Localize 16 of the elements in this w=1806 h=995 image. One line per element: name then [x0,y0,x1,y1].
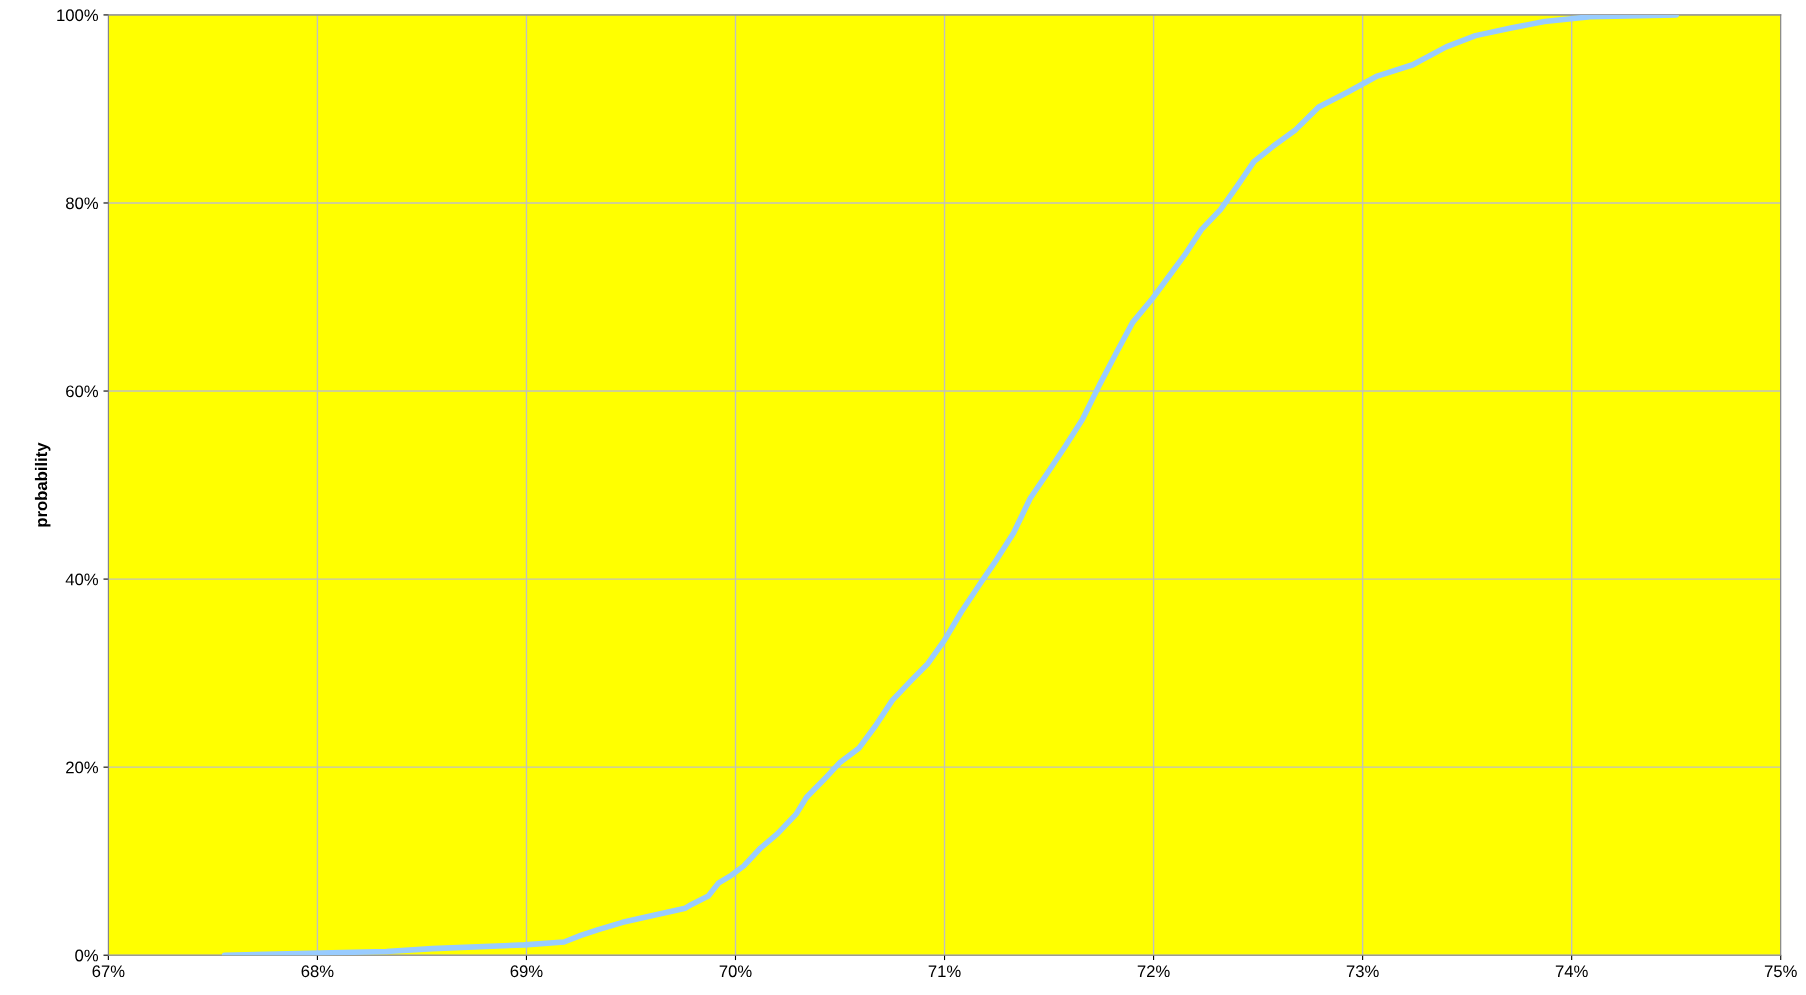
y-tick-label: 20% [66,761,99,774]
x-tick-label: 68% [301,965,334,978]
y-axis-title: probability [34,442,51,527]
x-tick-label: 71% [928,965,961,978]
x-tick-label: 67% [92,965,125,978]
y-tick-label: 80% [66,197,99,210]
x-tick-label: 74% [1555,965,1588,978]
x-tick-label: 70% [719,965,752,978]
y-tick-label: 100% [57,9,99,22]
y-tick-label: 0% [75,949,99,962]
y-tick-label: 40% [65,573,99,586]
x-tick-label: 69% [510,965,543,978]
y-tick-label: 60% [66,385,99,398]
x-tick-label: 75% [1764,965,1797,978]
x-tick-label: 72% [1137,965,1170,978]
x-tick-label: 73% [1346,965,1379,978]
